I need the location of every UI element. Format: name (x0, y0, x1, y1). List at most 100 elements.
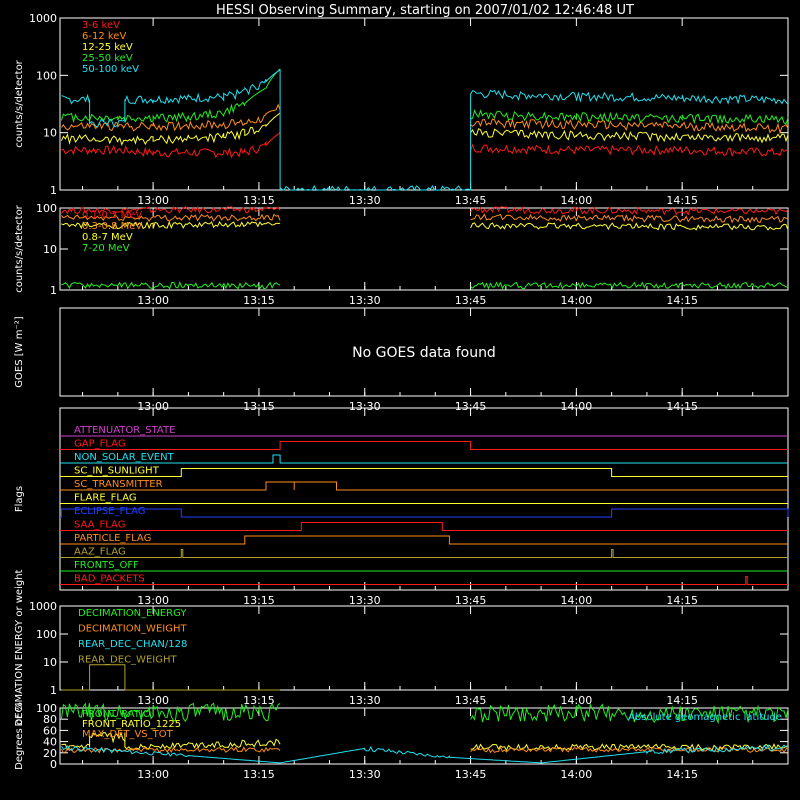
goes-frame (59, 307, 789, 397)
y-axis-label: counts/s/detector (14, 59, 25, 147)
no-data-message: No GOES data found (352, 345, 496, 361)
legend-entry: REAR_DEC_CHAN/128 (78, 639, 187, 650)
x-tick-label: 13:30 (349, 768, 381, 781)
series-line-6-12-kev (61, 103, 789, 135)
y-tick-label: 60 (43, 724, 57, 737)
chart-title: HESSI Observing Summary, starting on 200… (216, 3, 634, 18)
y-axis-label: Degrees or % (14, 702, 25, 770)
flag-label: SC_TRANSMITTER (74, 479, 163, 490)
legend-entry: 6-12 keV (82, 31, 126, 42)
legend-entry: 25-50 keV (82, 53, 133, 64)
x-tick-label: 13:45 (455, 768, 487, 781)
series-line-12-25-kev (60, 112, 789, 147)
x-tick-label: 14:15 (666, 400, 698, 413)
panels: 13:00 13:15 13:30 13:45 14:00 14:15 counts/s/d… (14, 12, 789, 781)
series-line-0-3-0-8-mev (61, 213, 789, 224)
series-line-front-ratio-1225 (61, 731, 788, 752)
x-tick-label: 13:45 (455, 194, 487, 207)
legend-entry: 3-6 keV (82, 20, 120, 31)
x-tick-label: 14:15 (666, 194, 698, 207)
x-tick-label: 13:30 (349, 594, 381, 607)
x-tick-label: 13:00 (137, 400, 169, 413)
x-tick-label: 13:30 (349, 194, 381, 207)
series-line-0-8-7-mev (61, 220, 789, 231)
flag-label: GAP_FLAG (74, 439, 126, 450)
flag-line-bad-packets (60, 576, 788, 585)
flag-line-gap-flag (60, 441, 788, 450)
x-tick-label: 13:15 (243, 594, 275, 607)
y-tick-label: 1 (50, 684, 57, 697)
y-tick-label: 80 (43, 713, 57, 726)
lightcurve-frame (59, 17, 789, 191)
flag-label: ECLIPSE_FLAG (74, 506, 145, 517)
series-line-7-20-mev (61, 281, 789, 290)
y-tick-label: 10 (43, 243, 57, 256)
x-tick-label: 13:45 (455, 294, 487, 307)
x-tick-label: 14:15 (666, 294, 698, 307)
x-tick-label: 14:00 (561, 694, 593, 707)
y-axis-label: Flags (14, 486, 25, 512)
flag-line-non-solar-event (60, 454, 788, 464)
annotation: Absolute geomagnetic latitude (628, 712, 782, 723)
flag-label: AAZ_FLAG (74, 547, 126, 558)
lightcurve-panel: 13:00 13:15 13:30 13:45 14:00 14:15 counts/s/d… (14, 12, 789, 207)
flag-label: FRONTS_OFF (74, 560, 139, 571)
x-tick-label: 13:00 (137, 694, 169, 707)
x-tick-label: 14:15 (666, 594, 698, 607)
x-tick-label: 13:00 (137, 294, 169, 307)
x-tick-label: 13:15 (243, 400, 275, 413)
y-tick-label: 10 (43, 656, 57, 669)
x-tick-label: 13:45 (455, 694, 487, 707)
legend-entry: REAR_DEC_WEIGHT (78, 655, 177, 666)
y-axis-label: DECIMATION ENERGY or weight (14, 569, 25, 726)
flag-line-aaz-flag (60, 549, 788, 558)
series-line-rear-dec-weight (61, 664, 281, 691)
flag-label: SAA_FLAG (74, 520, 125, 531)
x-tick-label: 14:00 (561, 594, 593, 607)
series-line-absolute-geomagnetic-latitude (60, 744, 789, 764)
flag-label: FLARE_FLAG (74, 493, 137, 504)
flag-label: ATTENUATOR_STATE (74, 425, 175, 436)
legend-entry: 12-25 keV (82, 42, 133, 53)
y-tick-label: 0 (50, 758, 57, 771)
flag-line-particle-flag (60, 535, 788, 545)
x-tick-label: 13:45 (455, 400, 487, 413)
legend-entry: MAX_DET_VS_TOT (82, 729, 174, 740)
flag-label: SC_IN_SUNLIGHT (74, 466, 160, 477)
decimation-frame (59, 605, 789, 691)
x-tick-label: 13:30 (349, 400, 381, 413)
flag-line-saa-flag (60, 522, 788, 531)
legend-entry: 50-100 keV (82, 64, 139, 75)
y-tick-label: 100 (36, 202, 57, 215)
x-tick-label: 13:15 (243, 694, 275, 707)
series-line-50-100-kev (61, 68, 789, 192)
y-tick-label: 40 (43, 736, 57, 749)
ratios-frame (59, 707, 789, 765)
flags-panel: 13:00 13:15 13:30 13:45 14:00 14:15 Flags ATTEN… (14, 407, 789, 607)
flags-frame (59, 407, 789, 591)
x-tick-label: 13:30 (349, 694, 381, 707)
ratios-panel: 13:00 13:15 13:30 13:45 14:00 14:15 Degrees or… (14, 702, 789, 781)
legend-entry: DECIMATION_ENERGY (78, 608, 187, 619)
legend-entry: 0.3-0.8 MeV (82, 221, 142, 232)
y-axis-label: GOES [W m⁻²] (14, 316, 25, 387)
x-tick-label: 14:00 (561, 400, 593, 413)
x-tick-label: 13:00 (137, 594, 169, 607)
flag-line-eclipse-flag (60, 508, 789, 518)
x-tick-label: 13:15 (243, 768, 275, 781)
x-tick-label: 14:15 (666, 768, 698, 781)
legend-entry: 7-20 MeV (82, 243, 130, 254)
legend-entry: 0.8-7 MeV (82, 232, 133, 243)
x-tick-label: 13:00 (137, 768, 169, 781)
legend-entry: FRONT_RATIO_1225 (82, 719, 181, 730)
x-tick-label: 13:45 (455, 594, 487, 607)
series-line-3-6-kev (61, 132, 789, 159)
y-tick-label: 100 (36, 69, 57, 82)
series-line-0-1-0-3-mev (60, 205, 789, 216)
flag-label: NON_SOLAR_EVENT (74, 452, 175, 463)
series-line-25-50-kev (60, 68, 789, 125)
y-tick-label: 100 (36, 628, 57, 641)
legend-entry: 0.1-0.3 MeV (82, 210, 142, 221)
legend-entry: DECIMATION_WEIGHT (78, 624, 187, 635)
